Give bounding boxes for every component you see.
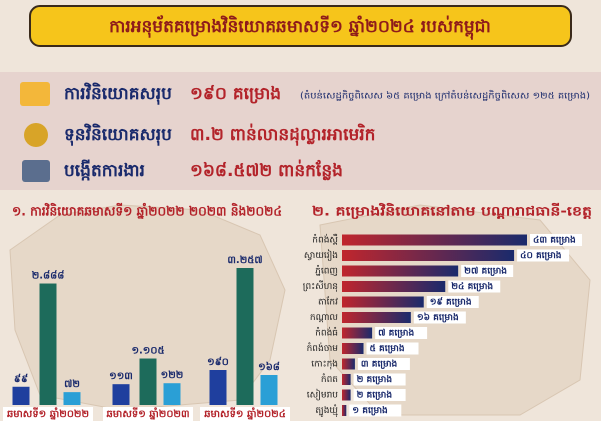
y-tick-label: ព្រះសីហនុ: [303, 280, 338, 292]
bar: [342, 265, 459, 277]
label-box: [353, 389, 406, 401]
value-label: ២.៨៨៨: [32, 270, 65, 282]
value-label: ៤៣ គម្រោង: [533, 235, 576, 246]
y-tick-label: ស្វាយរៀង: [304, 249, 338, 261]
bar: [342, 327, 373, 339]
bar: [39, 283, 57, 405]
y-tick-label: កំពង់ស្ពឺ: [312, 234, 338, 246]
x-tick-label: ឆមាសទី១ ឆ្នាំ២០២២: [7, 407, 89, 420]
value-label: ២ គម្រោង: [357, 374, 393, 385]
category-box: [103, 407, 193, 421]
bar: [260, 375, 278, 405]
label-box: [461, 265, 514, 277]
bar: [63, 392, 81, 405]
value-label: ៧២: [64, 379, 80, 390]
value-label: ១៦ គម្រោង: [417, 312, 459, 323]
value-label: ៣ គម្រោង: [361, 359, 398, 370]
summary-value: ១៩០ គម្រោង: [190, 84, 281, 104]
map-bg: [9, 204, 286, 411]
value-label: ១.១០៥: [131, 346, 164, 357]
summary-note: (តំបន់សេដ្ឋកិច្ចពិសេស ៦៥ គម្រោង ក្រៅតំបន…: [300, 90, 590, 102]
bar: [342, 250, 515, 261]
value-label: ១ គម្រោង: [352, 405, 388, 416]
bar: [342, 358, 355, 370]
bar: [342, 343, 364, 354]
value-label: ៩៩: [14, 373, 28, 385]
label-box: [426, 296, 479, 308]
x-tick-label: ឆមាសទី១ ឆ្នាំ២០២៤: [204, 407, 286, 420]
value-label: ១៦៨: [258, 361, 280, 373]
summary-label: បង្កើតការងារ: [64, 159, 145, 181]
bar: [209, 370, 227, 405]
summary-band: [0, 72, 601, 190]
bar: [342, 389, 351, 401]
value-label: ១២២: [161, 370, 184, 381]
bar: [342, 234, 527, 246]
bar: [112, 384, 130, 405]
label-box: [413, 311, 466, 324]
y-tick-label: តាកែវ: [318, 296, 338, 308]
label-box: [375, 327, 428, 339]
bar: [342, 374, 351, 385]
summary-label: ទុនវិនិយោគសរុប: [64, 123, 172, 146]
value-label: ៤០ គម្រោង: [520, 250, 562, 261]
y-tick-label: សៀមរាប: [307, 389, 339, 401]
value-label: ១១៣: [109, 371, 133, 382]
bar: [236, 268, 254, 405]
value-label: ៧ គម្រោង: [378, 328, 414, 339]
chart-title: ១. ការវិនិយោគឆមាសទី១ ឆ្នាំ២០២២ ២០២៣ និង២…: [12, 203, 282, 220]
bar: [12, 386, 30, 405]
y-tick-label: កំពត: [321, 373, 338, 385]
summary-label: ការវិនិយោគសរុប: [64, 82, 172, 105]
summary-value: ១៦៨.៥៧២ ពាន់កន្លែង: [190, 159, 343, 181]
summary-value: ៣.២ ពាន់លានដុល្លារអាមេរិក: [190, 123, 376, 146]
value-label: ៥ គម្រោង: [370, 343, 405, 354]
x-tick-label: ឆមាសទី១ ឆ្នាំ២០២៣: [106, 407, 189, 420]
label-box: [517, 249, 570, 262]
value-label: ១៩ គម្រោង: [430, 297, 472, 308]
chart-title: ២. គម្រោងវិនិយោគនៅតាម បណ្ដារាជធានី-ខេត្ត: [312, 203, 592, 220]
bar: [139, 358, 157, 405]
value-label: ២៤ គម្រោង: [451, 281, 493, 292]
label-box: [530, 234, 582, 246]
value-label: ២ គម្រោង: [357, 390, 393, 401]
y-tick-label: កោះកុង: [311, 360, 338, 370]
label-box: [366, 342, 419, 355]
bar: [342, 296, 424, 308]
bar: [163, 383, 181, 405]
label-box: [353, 373, 406, 386]
value-label: ៣.២៥៧: [227, 255, 262, 266]
y-tick-label: ភ្នំពេញ: [315, 265, 338, 277]
icon: [22, 160, 50, 182]
category-box: [200, 407, 290, 421]
bar: [342, 405, 347, 416]
bar: [342, 312, 411, 323]
y-tick-label: កណ្ដាល: [310, 313, 339, 323]
label-box: [448, 280, 501, 293]
icon: [20, 82, 50, 106]
y-tick-label: ត្បូងឃ្មុំ: [315, 404, 338, 417]
value-label: ២៧ គម្រោង: [464, 266, 507, 277]
category-box: [3, 407, 93, 421]
label-box: [349, 404, 402, 417]
title: ការអនុម័តគម្រោងវិនិយោគឆមាសទី១ ឆ្នាំ២០២៤ …: [109, 15, 491, 40]
label-box: [357, 358, 410, 370]
value-label: ១៩០: [207, 356, 229, 368]
y-tick-label: កំពង់ធំ: [315, 327, 338, 339]
icon: [24, 123, 48, 147]
bar: [342, 281, 446, 292]
header-box: [29, 5, 572, 47]
y-tick-label: កំពង់ចាម: [307, 342, 339, 354]
